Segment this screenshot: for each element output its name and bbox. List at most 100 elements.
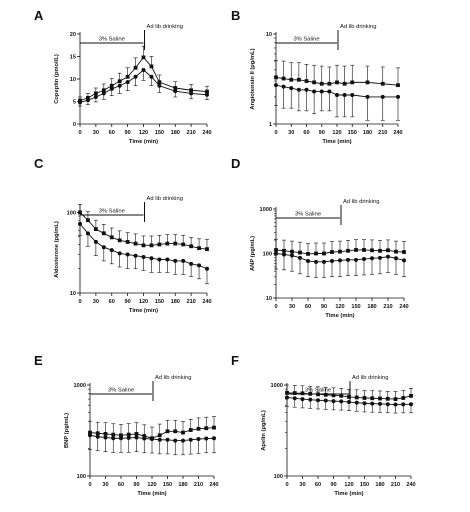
data-point-circle bbox=[354, 400, 359, 405]
data-point-square bbox=[86, 96, 90, 100]
data-point-square bbox=[133, 241, 138, 246]
data-point-circle bbox=[133, 74, 138, 79]
x-tick-label: 240 bbox=[393, 130, 402, 136]
data-point-square bbox=[312, 80, 317, 85]
data-point-square bbox=[362, 248, 366, 252]
x-tick-label: 60 bbox=[303, 130, 309, 136]
data-point-square bbox=[304, 79, 309, 83]
y-axis-label: BNP (pg/mL) bbox=[64, 413, 70, 448]
data-point-square bbox=[188, 428, 193, 432]
data-point-circle bbox=[103, 435, 108, 440]
data-point-circle bbox=[370, 401, 375, 406]
data-point-square bbox=[181, 430, 185, 435]
data-point-circle bbox=[298, 255, 302, 260]
data-point-square bbox=[109, 235, 114, 240]
panel-label: F bbox=[231, 353, 239, 368]
x-tick-label: 180 bbox=[375, 482, 384, 488]
x-tick-label: 90 bbox=[330, 482, 336, 488]
panel-b: B 1 10 0 30 60 90 120 150 180 210 240 Time (min) Angi… bbox=[231, 8, 403, 145]
data-point-circle bbox=[134, 435, 139, 440]
x-tick-label: 0 bbox=[285, 482, 288, 488]
data-point-circle bbox=[117, 83, 122, 88]
data-point-circle bbox=[396, 94, 400, 99]
data-point-circle bbox=[319, 89, 324, 94]
data-point-circle bbox=[205, 266, 209, 271]
data-point-circle bbox=[157, 257, 162, 262]
data-point-circle bbox=[402, 258, 406, 263]
data-point-square bbox=[338, 249, 342, 254]
data-point-square bbox=[298, 250, 302, 255]
data-point-square bbox=[93, 91, 98, 96]
data-point-square bbox=[95, 431, 100, 436]
data-point-circle bbox=[306, 258, 310, 263]
data-point-square bbox=[205, 89, 209, 94]
data-point-square bbox=[339, 393, 344, 398]
data-point-circle bbox=[125, 252, 130, 257]
x-tick-label: 120 bbox=[139, 299, 148, 305]
data-point-circle bbox=[281, 84, 286, 89]
data-point-circle bbox=[362, 257, 366, 262]
x-tick-label: 240 bbox=[399, 304, 408, 310]
x-tick-label: 180 bbox=[171, 299, 180, 305]
data-point-square bbox=[362, 396, 367, 400]
x-tick-label: 210 bbox=[194, 482, 203, 488]
data-point-circle bbox=[385, 402, 390, 407]
data-point-square bbox=[149, 64, 154, 69]
data-point-square bbox=[296, 77, 301, 82]
data-point-circle bbox=[188, 437, 193, 442]
data-point-square bbox=[396, 83, 400, 88]
data-point-circle bbox=[101, 245, 106, 250]
data-point-circle bbox=[331, 399, 336, 404]
y-tick-label: 1000 bbox=[260, 207, 272, 213]
data-point-circle bbox=[322, 259, 326, 264]
x-tick-label: 210 bbox=[391, 482, 400, 488]
x-tick-label: 150 bbox=[360, 482, 369, 488]
data-point-square bbox=[196, 426, 201, 431]
data-point-circle bbox=[101, 91, 106, 96]
x-tick-label: 30 bbox=[93, 130, 99, 136]
data-point-circle bbox=[285, 395, 289, 400]
data-point-square bbox=[93, 227, 98, 232]
data-point-square bbox=[370, 396, 375, 401]
x-tick-label: 60 bbox=[305, 304, 311, 310]
data-point-square bbox=[290, 249, 294, 254]
x-tick-label: 240 bbox=[209, 482, 218, 488]
y-tick-label: 100 bbox=[67, 210, 76, 216]
panel-f: F 100 1000 0 30 60 90 120 150 180 210 240 Time (min)… bbox=[231, 353, 416, 497]
y-tick-label: 5 bbox=[73, 100, 76, 106]
data-point-circle bbox=[205, 92, 209, 97]
y-axis-label: Copeptin (pmol/L) bbox=[54, 54, 60, 104]
panel-label: E bbox=[34, 353, 43, 368]
data-point-circle bbox=[93, 239, 98, 244]
data-point-circle bbox=[393, 402, 398, 407]
x-tick-label: 90 bbox=[125, 130, 131, 136]
x-tick-label: 0 bbox=[274, 304, 277, 310]
data-point-circle bbox=[378, 255, 382, 260]
panel-c: C 10 100 0 30 60 90 120 150 180 210 240 Time (min) Al… bbox=[34, 156, 212, 314]
data-point-square bbox=[327, 81, 332, 86]
data-point-circle bbox=[149, 74, 154, 79]
data-point-square bbox=[117, 238, 122, 243]
data-point-square bbox=[393, 397, 398, 401]
data-point-square bbox=[274, 248, 278, 252]
x-tick-label: 210 bbox=[186, 130, 195, 136]
y-tick-label: 100 bbox=[77, 474, 86, 480]
data-point-square bbox=[385, 396, 390, 401]
saline-label: 3% Saline bbox=[99, 209, 125, 215]
data-point-circle bbox=[181, 258, 186, 263]
x-tick-label: 150 bbox=[163, 482, 172, 488]
data-point-circle bbox=[204, 436, 209, 441]
x-tick-label: 60 bbox=[109, 299, 115, 305]
drinking-label: Ad lib drinking bbox=[155, 375, 191, 381]
data-point-circle bbox=[380, 94, 385, 99]
data-point-circle bbox=[365, 94, 370, 99]
data-point-circle bbox=[165, 437, 170, 442]
data-point-square bbox=[354, 248, 358, 252]
data-point-circle bbox=[304, 87, 309, 92]
data-point-square bbox=[350, 80, 355, 85]
drinking-label: Ad lib drinking bbox=[352, 375, 388, 381]
data-point-square bbox=[101, 231, 106, 236]
data-point-square bbox=[354, 395, 359, 400]
panel-label: B bbox=[231, 8, 240, 23]
data-point-square bbox=[300, 391, 305, 396]
